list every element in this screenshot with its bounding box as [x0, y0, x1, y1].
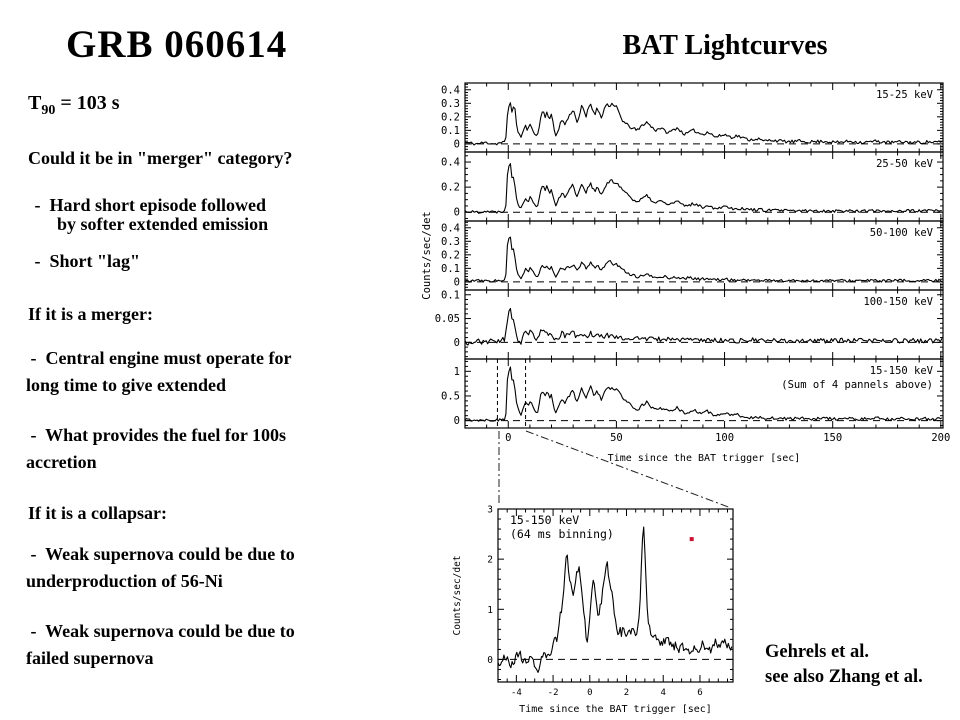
- svg-text:Time since the BAT trigger [se: Time since the BAT trigger [sec]: [608, 453, 801, 464]
- svg-text:(Sum of 4 pannels above): (Sum of 4 pannels above): [781, 379, 933, 391]
- svg-text:0.1: 0.1: [441, 289, 460, 301]
- svg-text:50-100 keV: 50-100 keV: [870, 227, 934, 239]
- svg-text:0.2: 0.2: [441, 111, 460, 123]
- svg-text:25-50 keV: 25-50 keV: [876, 158, 934, 170]
- svg-text:0: 0: [454, 138, 460, 150]
- svg-text:0.2: 0.2: [441, 182, 460, 194]
- question-merger: Could it be in "merger" category?: [28, 148, 293, 168]
- svg-text:0.4: 0.4: [441, 84, 460, 96]
- bat-lightcurves-figure: 0 0.1 0.2 0.3 0.4 15-25 keV 0 0.2 0.4 25-50 keV 0 0…: [420, 68, 956, 468]
- svg-text:0.05: 0.05: [435, 313, 460, 325]
- inset-lightcurve-svg: -4 -2 0 2 4 6 0 1 2 3 15-150 keV(64 ms binning) Tim…: [452, 505, 734, 715]
- svg-text:0.2: 0.2: [441, 249, 460, 261]
- bullet-central-engine: - Central engine must operate for long t…: [26, 348, 292, 395]
- svg-text:0: 0: [454, 337, 460, 349]
- svg-text:0: 0: [505, 432, 511, 444]
- bullet-hard-short-episode: - Hard short episode followed by softer …: [34, 195, 269, 234]
- bullet-fuel-100s: - What provides the fuel for 100s accret…: [26, 425, 287, 472]
- svg-text:(64 ms binning): (64 ms binning): [510, 527, 614, 541]
- inset-lightcurve-figure: -4 -2 0 2 4 6 0 1 2 3 15-150 keV (64 ms binning) Tim…: [450, 495, 750, 720]
- header-if-merger: If it is a merger:: [28, 304, 153, 324]
- svg-text:0.1: 0.1: [441, 263, 460, 275]
- svg-text:0: 0: [454, 415, 460, 427]
- bullet-weak-sn-underproduction: - Weak supernova could be due to underpr…: [26, 544, 295, 591]
- bullet-short-lag: - Short "lag": [30, 251, 141, 271]
- grb-title: GRB 060614: [66, 23, 288, 66]
- svg-text:100: 100: [715, 432, 734, 444]
- svg-text:150: 150: [823, 432, 842, 444]
- figure-title: BAT Lightcurves: [622, 30, 828, 61]
- credits-text: Gehrels et al. see also Zhang et al.: [765, 642, 923, 687]
- svg-text:Counts/sec/det: Counts/sec/det: [421, 211, 433, 300]
- t90-rest: = 103 s: [55, 92, 120, 114]
- svg-text:0.4: 0.4: [441, 157, 460, 169]
- t90-base: T: [28, 92, 42, 114]
- svg-text:0: 0: [454, 276, 460, 288]
- svg-text:0.1: 0.1: [441, 125, 460, 137]
- svg-text:15-25 keV: 15-25 keV: [876, 89, 934, 101]
- svg-text:2: 2: [624, 688, 629, 698]
- svg-text:4: 4: [661, 688, 666, 698]
- svg-text:0.3: 0.3: [441, 98, 460, 110]
- header-if-collapsar: If it is a collapsar:: [28, 503, 167, 523]
- t90-subscript: 90: [41, 103, 56, 118]
- svg-text:100-150 keV: 100-150 keV: [863, 296, 933, 308]
- svg-text:Counts/sec/det: Counts/sec/det: [452, 555, 463, 635]
- svg-text:1: 1: [454, 366, 460, 378]
- svg-text:2: 2: [487, 555, 493, 566]
- svg-text:0.4: 0.4: [441, 222, 460, 234]
- svg-text:-2: -2: [548, 688, 559, 698]
- svg-text:Time since the BAT trigger [se: Time since the BAT trigger [sec]: [519, 704, 712, 715]
- svg-text:-4: -4: [511, 688, 522, 698]
- svg-text:15-150 keV: 15-150 keV: [870, 365, 934, 377]
- svg-text:0.3: 0.3: [441, 236, 460, 248]
- svg-text:0.5: 0.5: [441, 390, 460, 402]
- svg-text:3: 3: [487, 505, 493, 516]
- svg-text:1: 1: [487, 605, 493, 616]
- bullet-weak-sn-failed: - Weak supernova could be due to failed …: [26, 621, 295, 668]
- svg-text:6: 6: [697, 688, 702, 698]
- svg-text:0: 0: [454, 207, 460, 219]
- t90-value: T90 = 103 s: [28, 92, 120, 119]
- svg-text:200: 200: [931, 432, 950, 444]
- svg-text:0: 0: [487, 655, 493, 666]
- svg-text:15-150 keV: 15-150 keV: [510, 513, 579, 527]
- svg-text:50: 50: [610, 432, 623, 444]
- svg-text:0: 0: [587, 688, 592, 698]
